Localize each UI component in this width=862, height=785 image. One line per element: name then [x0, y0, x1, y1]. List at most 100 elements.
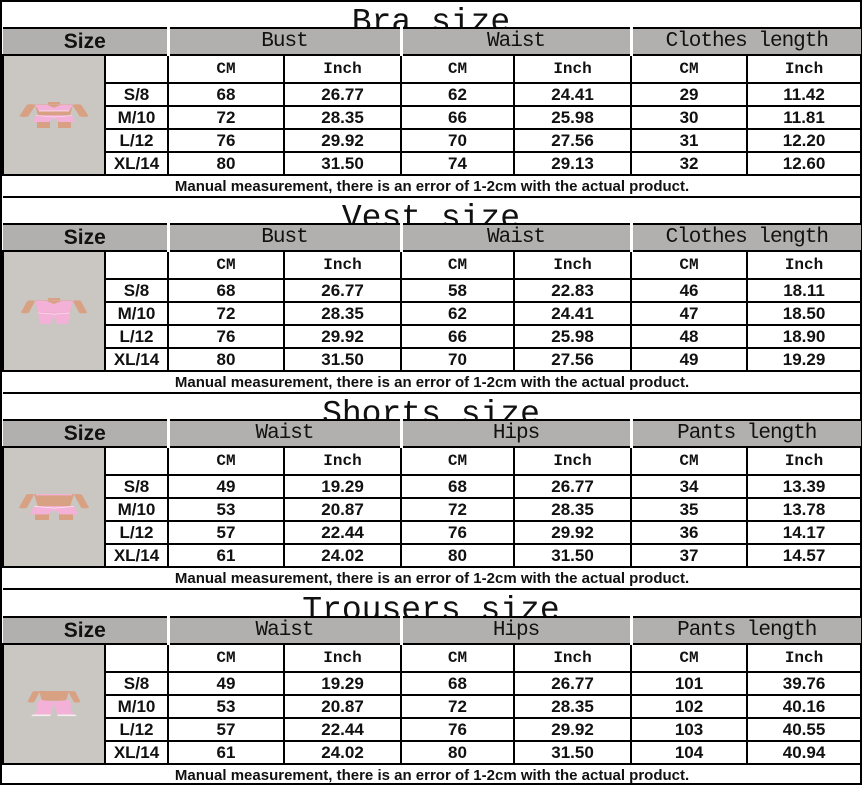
- size-cell: M/10: [104, 694, 169, 719]
- blank-cell: [104, 250, 169, 280]
- cm-unit-header: CM: [630, 54, 749, 84]
- group-header: Waist: [166, 616, 403, 645]
- inch-unit-header: Inch: [513, 446, 633, 476]
- group-header: Pants length: [629, 419, 862, 448]
- group-header: Hips: [399, 616, 633, 645]
- value-cell: 12.60: [746, 151, 862, 176]
- disclaimer-row: Manual measurement, there is an error of…: [3, 174, 862, 198]
- value-cell: 68: [400, 474, 516, 499]
- value-cell: 24.02: [282, 740, 403, 765]
- value-cell: 62: [400, 301, 516, 326]
- section-bra-size: Bra size Size Bust Waist Clothes length: [2, 2, 862, 198]
- value-cell: 29: [630, 82, 749, 107]
- cm-unit-header: CM: [167, 250, 285, 280]
- inch-unit-header: Inch: [513, 54, 633, 84]
- size-cell: S/8: [104, 278, 169, 303]
- inch-unit-header: Inch: [282, 54, 403, 84]
- value-cell: 80: [167, 151, 285, 176]
- value-cell: 20.87: [282, 694, 403, 719]
- size-cell: M/10: [104, 497, 169, 522]
- disclaimer-row: Manual measurement, there is an error of…: [3, 566, 862, 590]
- value-cell: 22.44: [282, 717, 403, 742]
- inch-unit-header: Inch: [513, 250, 633, 280]
- value-cell: 49: [167, 671, 285, 696]
- value-cell: 70: [400, 128, 516, 153]
- value-cell: 24.02: [282, 543, 403, 568]
- value-cell: 11.42: [746, 82, 862, 107]
- size-cell: XL/14: [104, 347, 169, 372]
- group-header: Bust: [166, 223, 403, 252]
- size-cell: L/12: [104, 128, 169, 153]
- group-header: Hips: [399, 419, 633, 448]
- table-row: M/10 72 28.35 62 24.41 47 18.50: [3, 301, 862, 326]
- cm-unit-header: CM: [630, 250, 749, 280]
- value-cell: 49: [630, 347, 749, 372]
- inch-unit-header: Inch: [746, 54, 862, 84]
- group-header: Bust: [166, 27, 403, 56]
- value-cell: 29.92: [513, 717, 633, 742]
- group-header: Pants length: [629, 616, 862, 645]
- disclaimer-text: Manual measurement, there is an error of…: [3, 566, 862, 590]
- size-cell: XL/14: [104, 740, 169, 765]
- section-shorts-size: Shorts size Size Waist Hips Pants length: [2, 394, 862, 590]
- cm-unit-header: CM: [400, 446, 516, 476]
- value-cell: 40.55: [746, 717, 862, 742]
- value-cell: 29.92: [513, 520, 633, 545]
- table-row: L/12 57 22.44 76 29.92 36 14.17: [3, 520, 862, 545]
- group-header-row: Size Waist Hips Pants length: [3, 419, 862, 448]
- size-cell: S/8: [104, 671, 169, 696]
- value-cell: 80: [400, 740, 516, 765]
- inch-unit-header: Inch: [282, 643, 403, 673]
- value-cell: 61: [167, 740, 285, 765]
- value-cell: 25.98: [513, 324, 633, 349]
- disclaimer-text: Manual measurement, there is an error of…: [3, 174, 862, 198]
- unit-header-row: CM Inch CM Inch CM Inch: [2, 250, 862, 372]
- group-header: Waist: [166, 419, 403, 448]
- blank-cell: [104, 643, 169, 673]
- group-header: Clothes length: [629, 27, 862, 56]
- value-cell: 19.29: [746, 347, 862, 372]
- value-cell: 24.41: [513, 82, 633, 107]
- inch-unit-header: Inch: [746, 250, 862, 280]
- value-cell: 31.50: [282, 151, 403, 176]
- section-title: Vest size: [341, 200, 521, 223]
- value-cell: 40.94: [746, 740, 862, 765]
- value-cell: 72: [400, 694, 516, 719]
- value-cell: 37: [630, 543, 749, 568]
- shorts-size-table: Size Waist Hips Pants length: [2, 419, 862, 590]
- vest-size-table: Size Bust Waist Clothes length: [2, 223, 862, 394]
- table-row: S/8 68 26.77 58 22.83 46 18.11: [3, 278, 862, 303]
- group-header: Waist: [399, 223, 633, 252]
- value-cell: 26.77: [513, 671, 633, 696]
- value-cell: 72: [167, 105, 285, 130]
- disclaimer-text: Manual measurement, there is an error of…: [3, 370, 862, 394]
- value-cell: 31.50: [513, 543, 633, 568]
- product-photo-trousers: [2, 643, 106, 765]
- value-cell: 57: [167, 717, 285, 742]
- size-header: Size: [3, 616, 170, 645]
- value-cell: 31.50: [513, 740, 633, 765]
- value-cell: 74: [400, 151, 516, 176]
- group-header-row: Size Bust Waist Clothes length: [3, 223, 862, 252]
- unit-header-row: CM Inch CM Inch CM Inch: [2, 643, 862, 765]
- value-cell: 29.92: [282, 128, 403, 153]
- size-cell: L/12: [104, 520, 169, 545]
- value-cell: 27.56: [513, 128, 633, 153]
- value-cell: 57: [167, 520, 285, 545]
- value-cell: 40.16: [746, 694, 862, 719]
- size-header: Size: [3, 419, 170, 448]
- cm-unit-header: CM: [630, 446, 749, 476]
- value-cell: 61: [167, 543, 285, 568]
- value-cell: 25.98: [513, 105, 633, 130]
- value-cell: 18.50: [746, 301, 862, 326]
- size-header: Size: [3, 27, 170, 56]
- product-photo-shorts: [2, 446, 106, 568]
- value-cell: 19.29: [282, 474, 403, 499]
- cm-unit-header: CM: [400, 643, 516, 673]
- blank-cell: [104, 54, 169, 84]
- group-header: Waist: [399, 27, 633, 56]
- value-cell: 48: [630, 324, 749, 349]
- value-cell: 68: [400, 671, 516, 696]
- value-cell: 102: [630, 694, 749, 719]
- value-cell: 31: [630, 128, 749, 153]
